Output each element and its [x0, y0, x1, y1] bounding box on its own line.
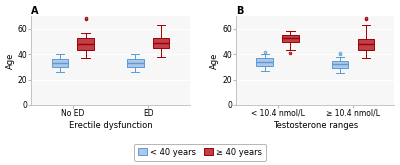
PathPatch shape [256, 58, 273, 66]
PathPatch shape [127, 59, 144, 67]
PathPatch shape [52, 59, 68, 67]
X-axis label: Erectile dysfunction: Erectile dysfunction [69, 121, 152, 130]
PathPatch shape [358, 39, 374, 50]
Y-axis label: Age: Age [210, 52, 220, 69]
PathPatch shape [282, 35, 299, 42]
Y-axis label: Age: Age [6, 52, 14, 69]
Text: A: A [31, 6, 39, 16]
Text: B: B [236, 6, 244, 16]
PathPatch shape [153, 38, 169, 48]
PathPatch shape [332, 61, 348, 68]
X-axis label: Testosterone ranges: Testosterone ranges [273, 121, 358, 130]
Legend: < 40 years, ≥ 40 years: < 40 years, ≥ 40 years [134, 144, 266, 161]
PathPatch shape [77, 38, 94, 50]
